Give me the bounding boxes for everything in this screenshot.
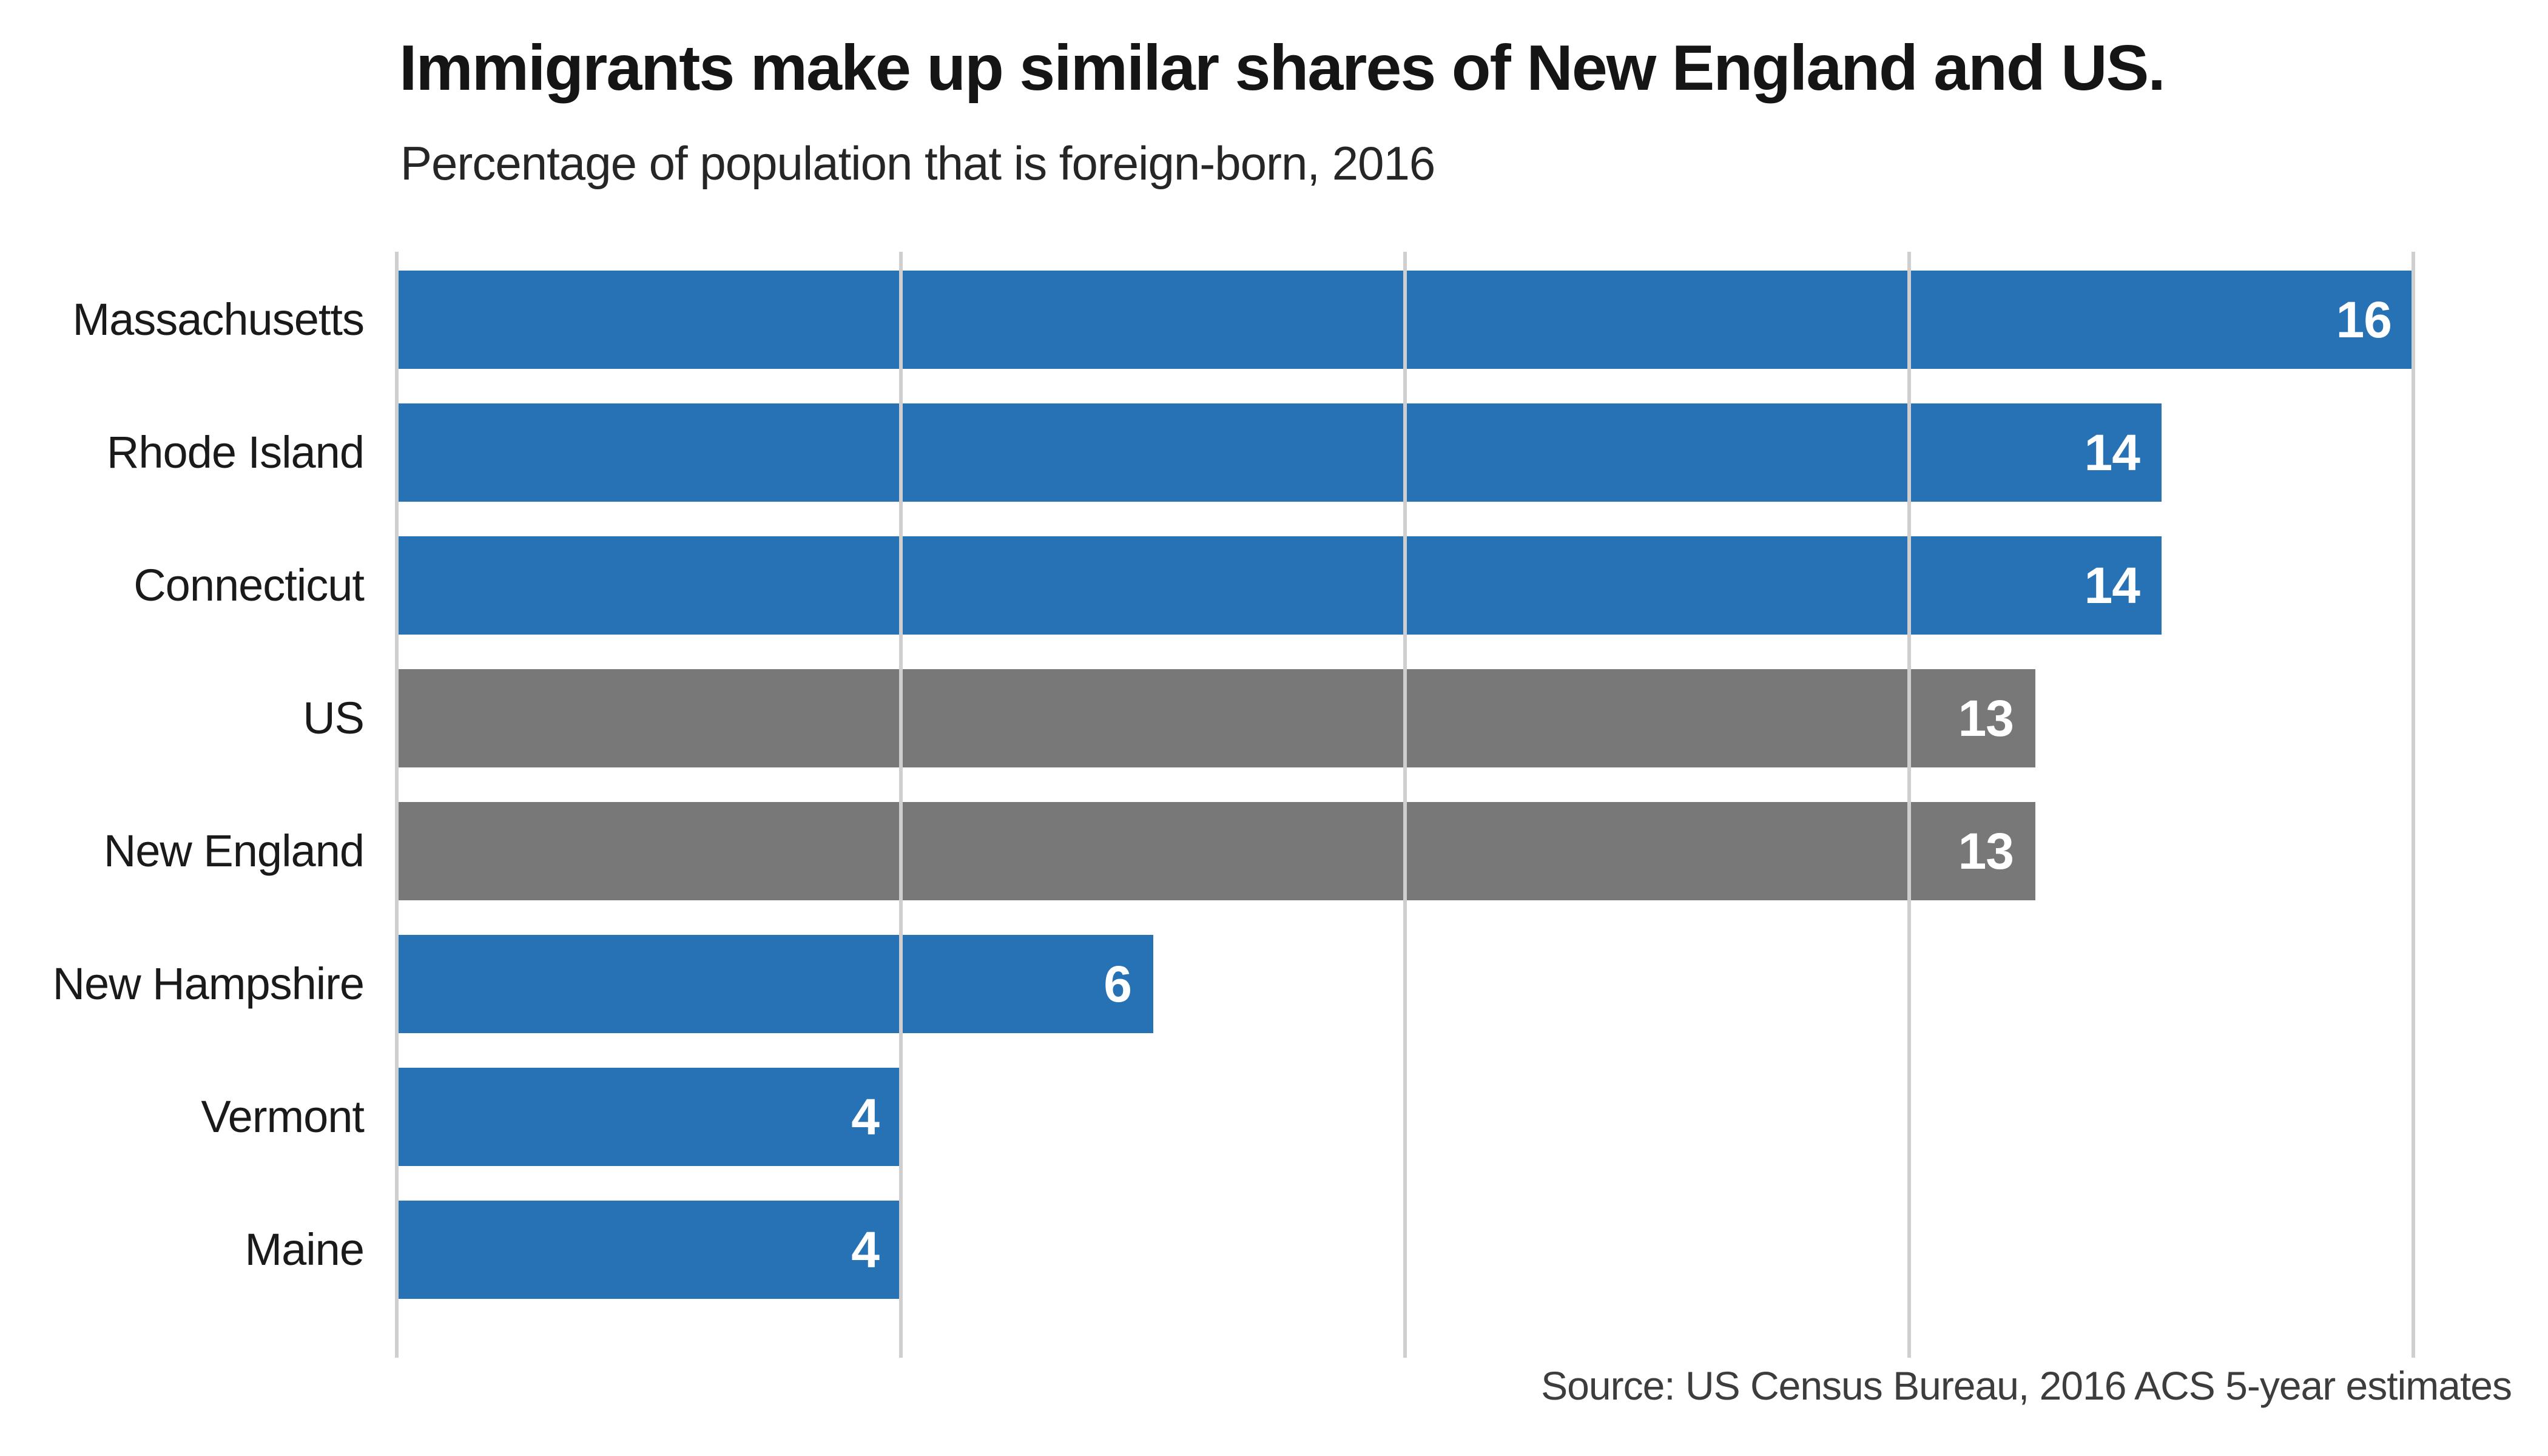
category-label-massachusetts: Massachusetts	[72, 294, 365, 345]
category-label-vermont: Vermont	[201, 1091, 365, 1142]
value-label-us: 13	[1958, 689, 2014, 747]
value-label-rhode-island: 14	[2084, 423, 2140, 481]
source-note: Source: US Census Bureau, 2016 ACS 5-yea…	[1541, 1363, 2512, 1408]
bar-us: 13	[397, 669, 2035, 767]
value-label-new-hampshire: 6	[1104, 955, 1132, 1013]
value-label-new-england: 13	[1958, 822, 2014, 880]
category-label-maine: Maine	[244, 1224, 365, 1275]
chart-title: Immigrants make up similar shares of New…	[399, 32, 2166, 104]
bar-vermont: 4	[397, 1068, 901, 1166]
bar-new-hampshire: 6	[397, 935, 1153, 1033]
bar-new-england: 13	[397, 802, 2035, 900]
category-label-us: US	[303, 693, 365, 743]
chart-subtitle: Percentage of population that is foreign…	[400, 136, 1435, 190]
gridline-x-16	[2412, 252, 2415, 1358]
category-label-rhode-island: Rhode Island	[106, 427, 365, 477]
gridline-x-12	[1907, 252, 1911, 1358]
bar-connecticut: 14	[397, 536, 2162, 635]
gridline-x-4	[899, 252, 903, 1358]
value-label-vermont: 4	[851, 1088, 880, 1145]
category-label-new-england: New England	[103, 826, 365, 876]
gridline-x-8	[1403, 252, 1407, 1358]
category-label-new-hampshire: New Hampshire	[52, 959, 365, 1009]
gridline-x-0	[395, 252, 399, 1358]
value-label-massachusetts: 16	[2336, 291, 2392, 348]
value-label-connecticut: 14	[2084, 556, 2140, 614]
bar-rhode-island: 14	[397, 403, 2162, 502]
value-label-maine: 4	[851, 1221, 880, 1278]
bar-maine: 4	[397, 1201, 901, 1299]
category-label-connecticut: Connecticut	[133, 560, 365, 610]
